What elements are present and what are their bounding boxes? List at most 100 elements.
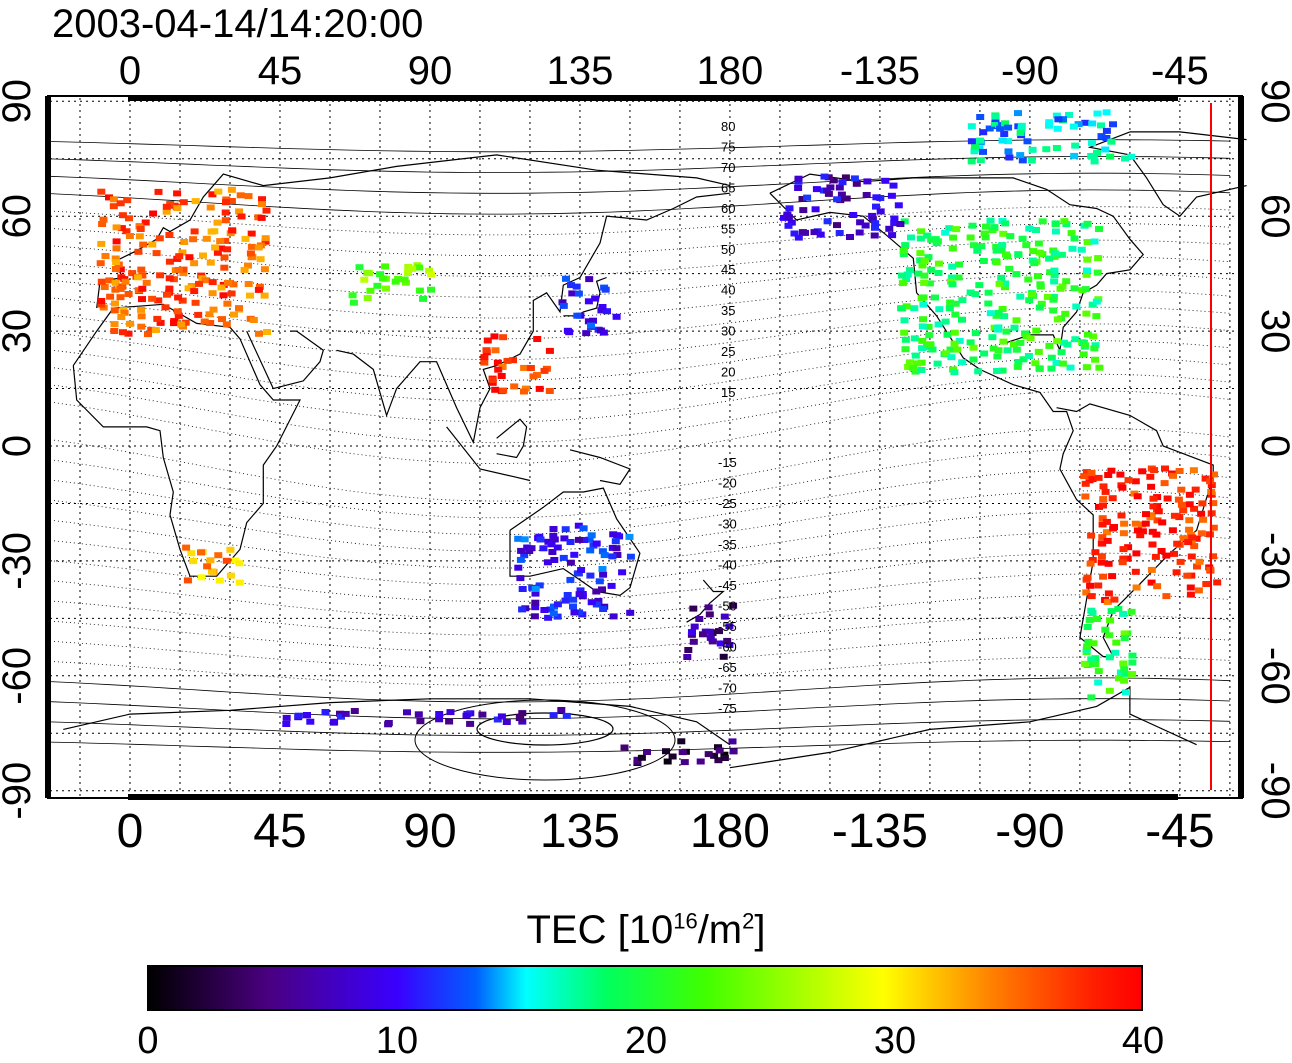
tec-cell-north-america <box>950 340 959 347</box>
tec-cell-greenland-arctic <box>1016 152 1025 159</box>
tec-cell-north-america <box>905 359 914 366</box>
tec-cell-alaska <box>798 196 807 202</box>
tec-cell-north-america <box>900 317 909 324</box>
tec-cell-alaska <box>855 229 864 236</box>
tec-cell-europe <box>100 284 109 290</box>
tec-cell-antarctic-coast <box>341 710 350 717</box>
tec-cell-europe <box>181 319 190 326</box>
tec-cell-north-america <box>1068 245 1077 252</box>
tec-cell-north-america <box>913 360 922 367</box>
tec-cell-europe <box>161 304 170 311</box>
tec-cell-central-asia <box>391 278 400 285</box>
tec-cell-north-america <box>904 364 913 370</box>
tec-cell-north-america <box>1016 293 1025 300</box>
maglat-label: -45 <box>718 578 737 593</box>
tec-cell-greenland-arctic <box>979 148 987 155</box>
tec-cell-north-america <box>1024 276 1033 283</box>
tec-cell-south-america <box>1101 488 1110 495</box>
tec-cell-north-america <box>947 354 956 361</box>
tec-cell-north-america <box>968 222 977 229</box>
tec-cell-alaska <box>889 182 898 189</box>
tec-cell-europe <box>178 249 187 256</box>
tec-cell-europe <box>128 270 137 277</box>
tec-cell-north-america <box>1014 359 1023 365</box>
tec-cell-europe <box>116 294 125 301</box>
tec-cell-north-america <box>958 297 967 304</box>
tec-cell-south-america <box>1179 507 1188 514</box>
tec-cell-europe <box>135 233 144 240</box>
tec-cell-north-america <box>992 259 1001 266</box>
tec-cell-north-america <box>1079 351 1088 358</box>
tec-cell-north-america <box>1051 250 1060 257</box>
tec-cell-south-america <box>1157 548 1166 554</box>
tec-cell-greenland-arctic <box>967 138 976 145</box>
tec-cell-north-america <box>911 352 920 359</box>
tec-cell-south-america <box>1086 560 1095 567</box>
tec-cell-patagonia <box>1094 668 1103 675</box>
tec-cell-north-america <box>982 223 990 230</box>
tec-cell-europe <box>169 276 178 283</box>
tec-cell-north-america <box>1027 291 1036 298</box>
tec-cell-patagonia <box>1101 626 1110 633</box>
tec-cell-north-america <box>1009 341 1018 348</box>
tec-cell-north-america <box>920 258 929 265</box>
tec-cell-north-america <box>919 294 928 301</box>
tec-cell-new-zealand <box>699 631 707 638</box>
tec-cell-south-america <box>1103 598 1112 605</box>
tec-cell-europe <box>111 266 120 272</box>
tec-cell-south-america <box>1192 535 1201 542</box>
tec-cell-south-america <box>1177 501 1186 508</box>
tec-cell-east-asia-south <box>482 347 491 354</box>
tec-cell-north-america <box>973 247 982 254</box>
tec-cell-south-america <box>1087 532 1096 539</box>
tec-cell-patagonia <box>1088 610 1097 617</box>
lat-tick-left: 90 <box>0 79 39 124</box>
tec-cell-antarctic-east <box>704 751 713 758</box>
tec-cell-south-america <box>1201 475 1210 482</box>
tec-cell-north-america <box>1046 269 1055 276</box>
tec-cell-alaska <box>885 225 894 232</box>
tec-cell-north-america <box>1033 273 1042 280</box>
tec-cell-europe <box>247 230 256 237</box>
tec-cell-europe <box>244 262 252 269</box>
tec-cell-east-asia-south <box>494 366 503 373</box>
tec-cell-south-america <box>1163 495 1172 502</box>
tec-cell-europe <box>151 327 160 334</box>
tec-cell-north-america <box>998 367 1007 374</box>
maglat-label: 15 <box>721 385 735 400</box>
tec-cell-alaska <box>850 175 859 182</box>
tec-cell-north-america <box>1012 346 1021 353</box>
tec-cell-europe <box>191 299 200 306</box>
tec-cell-south-america <box>1119 546 1128 553</box>
tec-cell-north-america <box>1095 364 1104 371</box>
tec-cell-central-asia <box>378 275 387 282</box>
tec-cell-north-america <box>954 274 963 281</box>
lon-tick-bottom: -90 <box>995 805 1064 858</box>
tec-cell-patagonia <box>1116 669 1125 676</box>
tec-cell-australia <box>594 597 603 604</box>
tec-cell-south-america <box>1160 480 1169 487</box>
tec-cell-australia <box>531 586 540 592</box>
tec-cell-europe <box>136 226 145 232</box>
tec-cell-europe <box>190 260 199 267</box>
lon-tick-bottom: 180 <box>690 805 770 858</box>
tec-cell-north-america <box>1051 228 1060 235</box>
tec-cell-europe <box>138 296 146 303</box>
tec-cell-north-america <box>1016 339 1025 346</box>
tec-cell-central-asia <box>404 270 412 276</box>
tec-cell-south-america <box>1138 468 1147 475</box>
maglat-contour <box>49 448 1231 519</box>
tec-cell-antarctic-east <box>677 738 686 745</box>
tec-cell-north-america <box>994 324 1003 331</box>
tec-cell-north-america <box>998 306 1007 312</box>
tec-cell-south-america <box>1209 524 1218 531</box>
tec-cell-east-asia-south <box>510 383 519 390</box>
tec-cell-north-america <box>1012 271 1021 278</box>
tec-cell-east-asia-south <box>545 347 554 354</box>
tec-cell-australia <box>609 613 618 620</box>
tec-cell-australia <box>520 536 529 543</box>
lon-tick-top: 180 <box>697 49 764 93</box>
tec-cell-japan <box>584 298 593 305</box>
tec-cell-antarctic-east <box>662 748 670 755</box>
maglat-label: 30 <box>721 324 735 339</box>
